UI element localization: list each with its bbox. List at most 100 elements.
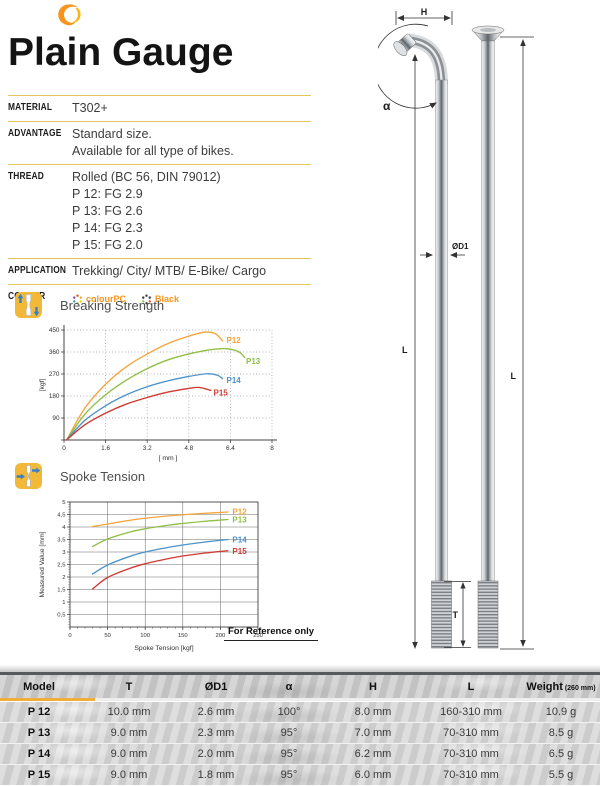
model-cell: P 12	[27, 706, 51, 718]
spec-line: Available for all type of bikes.	[72, 144, 234, 158]
spec-label: APPLICATION	[8, 265, 67, 276]
y-tick-label: 4,5	[57, 513, 66, 519]
dimension-alpha: α	[378, 23, 437, 113]
table-cell: 6.0 mm	[354, 769, 392, 781]
dimension-l-right: L	[500, 36, 534, 650]
spoke-diagram: H α L ØD1 T	[378, 7, 534, 650]
spec-row: APPLICATION Trekking/ City/ MTB/ E-Bike/ …	[8, 258, 311, 284]
series-curve-P12	[91, 511, 229, 528]
table-header-cell: ØD1	[204, 680, 228, 693]
table-row: P 14 9.0 mm 2.0 mm 95° 6.2 mm 70-310 mm 6.5 g	[0, 744, 600, 764]
x-tick-label: 6.4	[226, 445, 235, 452]
spoke-tension-icon	[15, 463, 42, 489]
table-top-bevel	[0, 665, 600, 672]
series-label-P15: P15	[232, 547, 247, 556]
x-axis-title: [ mm ]	[159, 455, 178, 462]
table-header-cell: L	[467, 680, 475, 693]
breaking-strength-chart: 0 1.6 3.2 4.8 6.4 8 90 180 270 360 450 [ mm ] [kgf] P…	[39, 325, 277, 462]
spec-line: P 13: FG 2.6	[72, 204, 143, 218]
y-tick-label: 270	[49, 371, 60, 378]
spec-row: ADVANTAGE Standard size. Available for all…	[8, 121, 311, 164]
y-axis-title: Measured Value [mm]	[39, 531, 46, 597]
table-header-cell: α	[285, 680, 293, 693]
spec-line: Standard size.	[72, 127, 152, 141]
dimension-label-alpha: α	[383, 99, 391, 113]
y-tick-label: 5	[62, 500, 66, 506]
series-curve-P15	[65, 386, 212, 441]
colour-option: colourPC	[72, 291, 126, 308]
table-row: P 15 9.0 mm 1.8 mm 95° 6.0 mm 70-310 mm 5.5 g	[0, 765, 600, 785]
series-label-P15: P15	[214, 389, 229, 398]
y-tick-label: 1	[62, 600, 65, 606]
colour-option-label: colourPC	[86, 294, 127, 304]
series-curve-P14	[65, 373, 224, 441]
dimension-label-l-right: L	[511, 371, 517, 381]
y-tick-label: 3,5	[57, 538, 66, 544]
model-cell: P 13	[27, 727, 51, 739]
table-cell: 5.5 g	[548, 769, 574, 781]
y-tick-label: 2,5	[57, 563, 66, 569]
series-curve-P13	[91, 518, 229, 548]
dimension-t: T	[444, 581, 471, 648]
spec-label: ADVANTAGE	[8, 128, 62, 139]
table-cell: 70-310 mm	[443, 769, 499, 781]
table-cell: 160-310 mm	[440, 706, 502, 718]
spec-line: Rolled (BC 56, DIN 79012)	[72, 170, 221, 184]
colour-option-label: Black	[155, 294, 180, 304]
x-tick-label: 3.2	[143, 445, 152, 452]
dimension-label-h: H	[421, 7, 428, 17]
table-cell: 2.6 mm	[197, 706, 235, 718]
dimension-d1: ØD1	[420, 242, 469, 258]
colour-swirl-icon	[142, 294, 151, 305]
y-tick-label: 0,5	[57, 613, 66, 619]
spec-value: T302+	[72, 99, 108, 117]
spec-summary-table: Model T ØD1 α H L Weight (260 mm) P 12 10.0 mm 2…	[0, 665, 600, 785]
dimension-label-l-left: L	[402, 345, 408, 355]
y-tick-label: 180	[49, 393, 60, 400]
series-curve-P14	[91, 538, 229, 575]
colour-swirl-icon	[73, 294, 82, 305]
series-curve-P12	[65, 331, 224, 441]
x-tick-label: 0	[68, 633, 72, 639]
table-cell: 6.2 mm	[354, 748, 392, 760]
model-column-accent-bar	[0, 698, 95, 701]
table-cell: 10.9 g	[545, 706, 577, 718]
series-label-P12: P12	[232, 508, 247, 517]
x-tick-label: 200	[215, 633, 226, 639]
x-tick-label: 8	[270, 445, 274, 452]
table-header-row: Model T ØD1 α H L Weight (260 mm)	[0, 675, 600, 698]
y-tick-label: 2	[62, 575, 65, 581]
table-cell: 95°	[280, 727, 298, 739]
breaking-strength-icon	[15, 292, 42, 318]
table-row: P 12 10.0 mm 2.6 mm 100° 8.0 mm 160-310 mm 10.…	[0, 702, 600, 722]
x-axis-title: Spoke Tension [kgf]	[134, 645, 193, 652]
reference-note: For Reference only	[224, 626, 319, 641]
table-cell: 70-310 mm	[443, 727, 499, 739]
spec-line: Trekking/ City/ MTB/ E-Bike/ Cargo	[72, 264, 267, 278]
spoke-tension-chart: 0 50 100 150 200 250 0,5 1 1,5 2 2,5 3 3,5 4 4,5 5 Spoke…	[39, 500, 264, 652]
y-tick-label: 360	[49, 349, 60, 356]
table-header-cell: Weight (260 mm)	[526, 680, 596, 693]
table-header-cell: T	[125, 680, 133, 693]
spec-row: MATERIAL T302+	[8, 95, 311, 121]
x-tick-label: 0	[62, 445, 66, 452]
breaking-strength-title: Breaking Strength	[60, 297, 165, 313]
page-title: Plain Gauge	[8, 31, 234, 74]
y-tick-label: 90	[52, 415, 60, 422]
model-cell: P 14	[27, 748, 51, 760]
y-tick-label: 1,5	[57, 588, 66, 594]
spoke-tension-heading: Spoke Tension	[14, 461, 145, 491]
spec-label: MATERIAL	[8, 102, 53, 113]
table-cell: 70-310 mm	[443, 748, 499, 760]
x-tick-label: 50	[104, 633, 111, 639]
x-tick-label: 250	[253, 633, 264, 639]
series-label-P14: P14	[227, 376, 242, 385]
spec-value: Rolled (BC 56, DIN 79012) P 12: FG 2.9 P 1…	[72, 168, 221, 254]
table-header-subtext: (260 mm)	[562, 684, 596, 692]
spoke-tension-title: Spoke Tension	[60, 468, 146, 484]
table-cell: 7.0 mm	[354, 727, 392, 739]
model-cell: P 15	[27, 769, 51, 781]
table-top-border	[0, 672, 600, 675]
dimension-label-d1: ØD1	[452, 242, 469, 251]
dimension-l-left: L	[402, 54, 418, 649]
